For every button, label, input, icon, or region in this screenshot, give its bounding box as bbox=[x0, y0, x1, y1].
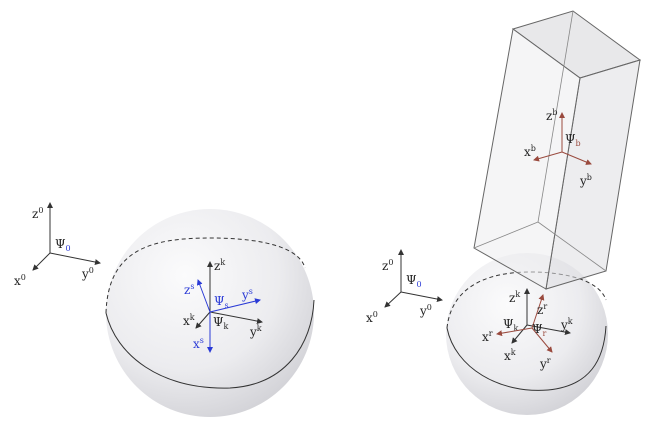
left-world-frame: z0 y0 x0 Ψ0 bbox=[14, 202, 101, 288]
right-world-frame: z0 y0 x0 Ψ0 bbox=[366, 249, 443, 325]
right-contact-frame-r: zr yr xr Ψr bbox=[482, 294, 553, 371]
right-b-psi-label: Ψb bbox=[565, 132, 581, 148]
left-world-psi-label: Ψ0 bbox=[55, 237, 71, 253]
right-world-x-label: x0 bbox=[366, 310, 378, 325]
right-r-x-label: xr bbox=[482, 329, 493, 344]
left-k-y-axis bbox=[209, 311, 263, 325]
right-sphere-equator-front bbox=[446, 325, 607, 391]
right-k-z-label: zk bbox=[509, 290, 520, 305]
left-k-psi-label: Ψk bbox=[213, 315, 229, 331]
right-b-x-axis bbox=[533, 151, 563, 162]
left-sphere-equator-back bbox=[105, 237, 306, 314]
right-r-x-axis bbox=[496, 327, 533, 337]
right-box-hidden-edge-3 bbox=[537, 221, 607, 272]
left-world-z-label: z0 bbox=[32, 206, 43, 221]
right-k-x-axis bbox=[511, 324, 528, 344]
right-world-z-label: z0 bbox=[382, 258, 393, 273]
left-s-x-label: xs bbox=[193, 336, 204, 351]
left-k-y-label: yk bbox=[249, 324, 262, 339]
right-r-z-axis bbox=[531, 294, 545, 329]
right-world-y-axis bbox=[400, 291, 443, 302]
right-sphere bbox=[446, 253, 608, 415]
right-body-box bbox=[473, 10, 642, 290]
left-s-y-axis bbox=[209, 298, 261, 313]
left-world-y-label: y0 bbox=[81, 266, 94, 281]
right-r-y-label: yr bbox=[539, 356, 551, 371]
right-world-psi-label: Ψ0 bbox=[406, 273, 422, 289]
left-sphere-frame-s: zs ys xs Ψs bbox=[184, 279, 261, 353]
left-world-x-axis bbox=[32, 252, 51, 271]
left-sphere-frame-k: zk yk xk Ψk bbox=[183, 258, 263, 339]
right-b-y-label: yb bbox=[579, 173, 592, 188]
right-sphere-frame-k: zk yk xk Ψk bbox=[503, 288, 573, 363]
left-k-x-label: xk bbox=[183, 313, 195, 328]
right-r-psi-label: Ψr bbox=[532, 322, 547, 338]
left-k-z-label: zk bbox=[214, 258, 225, 273]
right-sphere-body bbox=[446, 253, 608, 415]
right-b-z-label: zb bbox=[546, 108, 557, 123]
left-sphere-equator-front bbox=[105, 299, 315, 389]
left-s-z-label: zs bbox=[184, 282, 194, 297]
right-k-psi-label: Ψk bbox=[503, 317, 519, 333]
right-world-y-label: y0 bbox=[419, 303, 432, 318]
right-k-y-label: yk bbox=[560, 317, 573, 332]
right-r-z-label: zr bbox=[537, 302, 547, 317]
right-box-hidden-edge bbox=[537, 10, 574, 223]
left-world-x-label: x0 bbox=[14, 273, 26, 288]
left-world-y-axis bbox=[49, 252, 101, 265]
right-b-x-label: xb bbox=[524, 144, 536, 159]
right-box-front-face bbox=[473, 28, 581, 290]
right-sphere-equator-back bbox=[446, 271, 607, 329]
right-k-y-axis bbox=[526, 324, 571, 336]
left-k-x-axis bbox=[195, 311, 211, 329]
right-body-frame-b: zb yb xb Ψb bbox=[524, 108, 592, 188]
right-box-hidden-edge-2 bbox=[473, 221, 539, 249]
left-s-y-label: ys bbox=[241, 287, 253, 302]
right-world-x-axis bbox=[384, 291, 402, 308]
left-s-z-axis bbox=[196, 279, 211, 313]
right-r-y-axis bbox=[531, 327, 553, 353]
left-s-psi-label: Ψs bbox=[214, 294, 229, 310]
right-b-y-axis bbox=[561, 151, 592, 165]
right-k-x-label: xk bbox=[504, 348, 516, 363]
